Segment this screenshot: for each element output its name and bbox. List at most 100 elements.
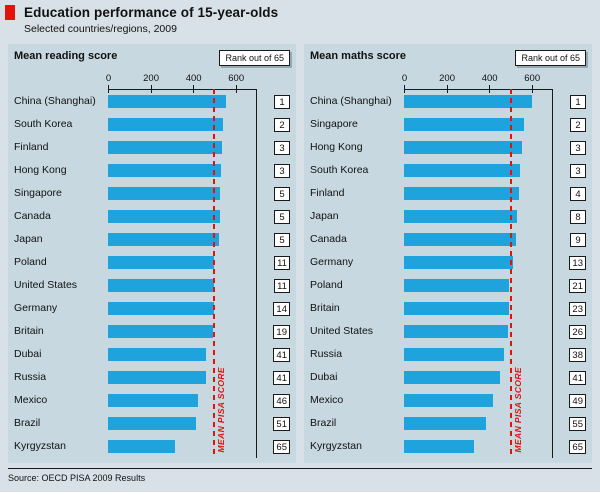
country-label: Kyrgyzstan — [310, 440, 362, 452]
chart-footer: Source: OECD PISA 2009 Results — [0, 468, 600, 483]
score-bar — [404, 210, 517, 223]
rank-badge: 3 — [570, 163, 586, 178]
score-bar — [108, 279, 215, 292]
rank-row: 5 — [260, 182, 290, 205]
score-bar — [404, 302, 509, 315]
axis-tick-label: 200 — [143, 73, 159, 84]
rank-row: 13 — [556, 251, 586, 274]
panel-header: Mean maths score Rank out of 65 — [310, 50, 586, 70]
bar-row — [404, 90, 553, 113]
country-labels-column: China (Shanghai) South Korea Finland Hong K… — [14, 70, 108, 458]
score-bar — [404, 279, 510, 292]
ranks-column: 1 2 3 3 5 5 5 11 11 14 19 41 41 46 51 65 — [260, 70, 290, 458]
rank-row: 1 — [556, 90, 586, 113]
rank-badge: 23 — [569, 301, 586, 316]
rank-row: 65 — [556, 435, 586, 458]
country-label: Dubai — [310, 371, 338, 383]
rank-badge: 41 — [569, 370, 586, 385]
bar-row — [404, 228, 553, 251]
rank-row: 46 — [260, 389, 290, 412]
score-bar — [108, 394, 199, 407]
mean-pisa-score-label: MEAN PISA SCORE — [215, 367, 226, 453]
x-axis: 0 200 400 600 — [401, 70, 553, 93]
bar-row — [404, 435, 553, 458]
country-label: Dubai — [14, 348, 42, 360]
bar-row — [404, 205, 553, 228]
rank-badge: 9 — [570, 232, 586, 247]
axis-tick-label: 0 — [105, 73, 112, 84]
bar-row — [108, 435, 257, 458]
rank-row: 11 — [260, 274, 290, 297]
country-label: United States — [310, 325, 374, 337]
rank-badge: 19 — [273, 324, 290, 339]
bar-row — [108, 205, 257, 228]
bar-row — [404, 389, 553, 412]
rank-badge: 3 — [274, 140, 290, 155]
axis-tick: 600 — [228, 73, 244, 93]
bar-row — [404, 182, 553, 205]
rank-row: 21 — [556, 274, 586, 297]
maths-score-panel: Mean maths score Rank out of 65 China (S… — [304, 44, 592, 463]
rank-badge: 41 — [273, 347, 290, 362]
score-bar — [108, 95, 227, 108]
rank-row: 11 — [260, 251, 290, 274]
country-label: Mexico — [14, 394, 48, 406]
country-label: Kyrgyzstan — [14, 440, 66, 452]
score-bar — [108, 348, 206, 361]
axis-tick: 400 — [186, 73, 202, 93]
rank-badge: 14 — [273, 301, 290, 316]
plot-right-border — [256, 89, 257, 458]
score-bar — [108, 417, 196, 430]
score-bar — [404, 233, 517, 246]
bar-row — [404, 412, 553, 435]
bars-column: 0 200 400 600 MEAN PISA SCORE — [106, 70, 257, 458]
score-bar — [108, 118, 223, 131]
page-title: Education performance of 15-year-olds — [24, 5, 279, 20]
rank-row: 65 — [260, 435, 290, 458]
rank-row: 38 — [556, 343, 586, 366]
rank-badge: 5 — [274, 209, 290, 224]
country-label: Finland — [14, 141, 49, 153]
rank-row: 51 — [260, 412, 290, 435]
panel-title: Mean maths score — [310, 50, 406, 62]
x-axis: 0 200 400 600 — [106, 70, 257, 93]
bar-row — [404, 366, 553, 389]
bar-row — [404, 320, 553, 343]
rank-badge: 11 — [274, 255, 290, 270]
country-label: Canada — [310, 233, 347, 245]
country-label: Singapore — [14, 187, 62, 199]
country-label: Singapore — [310, 118, 358, 130]
rank-badge: 65 — [569, 439, 586, 454]
source-note: Source: OECD PISA 2009 Results — [8, 473, 146, 483]
economist-red-tab — [5, 5, 15, 20]
rank-row: 19 — [260, 320, 290, 343]
country-label: Britain — [14, 325, 44, 337]
score-bar — [404, 371, 501, 384]
chart-header: Education performance of 15-year-olds Se… — [0, 5, 600, 35]
bar-chart: China (Shanghai) South Korea Finland Hong K… — [14, 70, 290, 458]
country-label: Britain — [310, 302, 340, 314]
rank-badge: 5 — [274, 186, 290, 201]
panel-title: Mean reading score — [14, 50, 118, 62]
bar-row — [108, 113, 257, 136]
rank-row: 3 — [260, 136, 290, 159]
country-labels-column: China (Shanghai) Singapore Hong Kong South … — [310, 70, 404, 458]
country-label: Poland — [14, 256, 47, 268]
axis-tick: 0 — [106, 73, 111, 93]
axis-tick-label: 0 — [401, 73, 408, 84]
rank-badge: 13 — [569, 255, 586, 270]
score-bar — [404, 256, 514, 269]
axis-tick-label: 600 — [524, 73, 541, 84]
score-bar — [404, 141, 523, 154]
plot-right-border — [552, 89, 553, 458]
rank-badge: 3 — [570, 140, 586, 155]
score-bar — [404, 394, 494, 407]
country-label: Germany — [14, 302, 58, 314]
country-label: Russia — [14, 371, 47, 383]
rank-row: 3 — [556, 159, 586, 182]
score-bar — [404, 118, 524, 131]
axis-tick: 200 — [439, 73, 455, 93]
score-bar — [404, 348, 504, 361]
panels-row: Mean reading score Rank out of 65 China … — [0, 44, 600, 463]
bar-row — [108, 136, 257, 159]
